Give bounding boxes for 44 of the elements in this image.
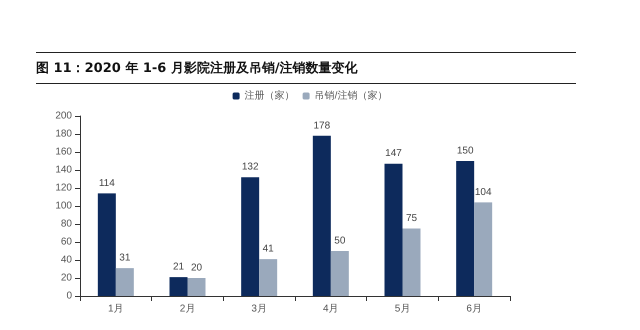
- y-tick-label: 180: [55, 128, 72, 140]
- x-tick-label: 6月: [466, 304, 482, 314]
- y-tick-label: 100: [55, 200, 72, 212]
- y-tick-label: 160: [55, 146, 72, 158]
- legend-label: 吊销/注销（家）: [314, 90, 388, 102]
- data-label: 150: [456, 146, 474, 156]
- x-tick-label: 2月: [180, 304, 196, 314]
- y-tick-label: 40: [60, 254, 72, 266]
- bar: [402, 228, 420, 296]
- bar: [241, 177, 260, 296]
- y-tick-label: 80: [60, 218, 72, 230]
- data-label: 104: [474, 186, 492, 198]
- bar: [116, 268, 134, 296]
- bar: [384, 164, 402, 296]
- x-tick-label: 3月: [251, 304, 267, 314]
- data-label: 147: [385, 148, 402, 160]
- bar: [474, 202, 492, 296]
- x-tick-label: 4月: [323, 304, 339, 314]
- y-tick-label: 120: [55, 182, 72, 194]
- bar: [170, 277, 188, 296]
- data-label: 41: [262, 244, 274, 255]
- data-label: 114: [98, 178, 116, 189]
- data-label: 178: [313, 120, 331, 132]
- bar: [98, 193, 116, 296]
- data-label: 75: [406, 213, 418, 224]
- bar: [456, 161, 474, 296]
- data-label: 132: [242, 162, 259, 173]
- y-tick-label: 200: [55, 110, 72, 122]
- data-label: 21: [172, 262, 184, 273]
- x-tick-label: 5月: [394, 304, 410, 314]
- x-tick-label: 1月: [108, 304, 124, 314]
- y-tick-label: 0: [66, 290, 72, 302]
- y-tick-label: 20: [60, 272, 72, 284]
- bar: [330, 251, 349, 296]
- chart-title: 图 11：2020 年 1-6 月影院注册及吊销/注销数量变化: [36, 52, 576, 84]
- data-label: 20: [190, 262, 202, 274]
- bar: [312, 136, 331, 296]
- y-tick-label: 140: [55, 164, 72, 176]
- data-label: 50: [334, 236, 346, 246]
- data-label: 31: [119, 252, 131, 264]
- legend-label: 注册（家）: [244, 90, 295, 102]
- y-tick-label: 60: [60, 236, 72, 248]
- bar: [188, 278, 206, 296]
- bar: [259, 259, 278, 296]
